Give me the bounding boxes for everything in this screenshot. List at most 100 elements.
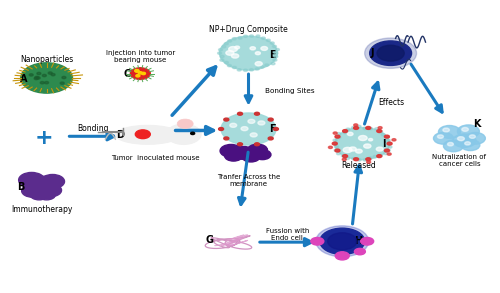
Circle shape: [364, 144, 371, 148]
Circle shape: [377, 155, 382, 158]
Circle shape: [438, 135, 444, 138]
Circle shape: [255, 62, 262, 66]
Circle shape: [222, 46, 226, 48]
Circle shape: [328, 146, 332, 149]
Circle shape: [342, 158, 346, 161]
Circle shape: [349, 147, 356, 151]
Circle shape: [221, 113, 276, 145]
Circle shape: [250, 35, 254, 37]
Circle shape: [136, 75, 140, 77]
Circle shape: [337, 136, 341, 139]
Circle shape: [381, 134, 385, 136]
Text: Released: Released: [342, 161, 376, 170]
Circle shape: [224, 61, 228, 64]
Circle shape: [354, 127, 358, 130]
Circle shape: [261, 47, 268, 50]
Circle shape: [378, 127, 382, 129]
Circle shape: [62, 76, 66, 79]
Circle shape: [166, 124, 201, 144]
Circle shape: [256, 52, 260, 55]
Circle shape: [387, 153, 391, 155]
Circle shape: [260, 66, 264, 68]
Circle shape: [244, 35, 248, 38]
Circle shape: [368, 127, 372, 130]
Circle shape: [374, 128, 378, 130]
Circle shape: [268, 118, 273, 121]
Text: H: H: [354, 236, 362, 246]
Circle shape: [461, 139, 480, 151]
Text: G: G: [205, 235, 213, 246]
Circle shape: [366, 158, 371, 161]
Circle shape: [36, 77, 40, 79]
Circle shape: [333, 139, 337, 142]
Circle shape: [377, 130, 382, 132]
Circle shape: [434, 132, 454, 144]
Circle shape: [22, 184, 44, 197]
Text: Immunotherapy: Immunotherapy: [11, 205, 72, 214]
Circle shape: [448, 142, 454, 146]
Circle shape: [272, 45, 276, 47]
Circle shape: [376, 147, 383, 151]
Circle shape: [363, 127, 367, 130]
Circle shape: [335, 135, 340, 138]
Circle shape: [220, 144, 242, 157]
Circle shape: [343, 147, 352, 153]
Circle shape: [220, 55, 224, 58]
Circle shape: [443, 128, 450, 132]
Circle shape: [354, 158, 358, 161]
Circle shape: [256, 35, 260, 37]
Circle shape: [360, 238, 374, 245]
Circle shape: [48, 72, 52, 74]
Text: Bonding: Bonding: [78, 124, 109, 133]
Circle shape: [34, 77, 38, 80]
Circle shape: [254, 150, 271, 160]
Circle shape: [384, 152, 388, 155]
Circle shape: [35, 76, 39, 79]
Circle shape: [230, 123, 236, 127]
Text: NP+Drug Composite: NP+Drug Composite: [209, 25, 288, 34]
Circle shape: [40, 175, 64, 188]
Circle shape: [444, 140, 464, 152]
Circle shape: [274, 52, 278, 54]
Circle shape: [190, 132, 194, 134]
Circle shape: [335, 149, 340, 152]
Circle shape: [386, 136, 390, 138]
Circle shape: [135, 69, 139, 72]
Text: Tranfer Across the
membrane: Tranfer Across the membrane: [217, 173, 280, 187]
Text: I: I: [382, 139, 386, 149]
Circle shape: [368, 157, 372, 159]
Circle shape: [60, 82, 64, 84]
Circle shape: [348, 132, 353, 136]
Circle shape: [373, 155, 377, 158]
Circle shape: [378, 154, 382, 157]
Circle shape: [254, 143, 260, 146]
Circle shape: [466, 132, 485, 144]
Circle shape: [224, 118, 229, 121]
Circle shape: [387, 142, 392, 145]
Circle shape: [336, 152, 340, 155]
Circle shape: [234, 46, 240, 49]
Circle shape: [364, 38, 416, 68]
Circle shape: [336, 252, 349, 260]
Circle shape: [29, 74, 33, 76]
Circle shape: [228, 40, 232, 42]
Circle shape: [366, 161, 370, 163]
Text: E: E: [269, 50, 276, 60]
Circle shape: [346, 157, 350, 159]
Circle shape: [224, 42, 228, 45]
Circle shape: [386, 149, 390, 151]
Circle shape: [38, 189, 56, 200]
Circle shape: [177, 119, 193, 128]
Circle shape: [37, 72, 41, 75]
Text: Tumor  inoculated mouse: Tumor inoculated mouse: [111, 155, 200, 161]
Circle shape: [464, 142, 470, 145]
Circle shape: [368, 139, 372, 141]
Text: K: K: [474, 119, 481, 129]
Circle shape: [232, 146, 254, 159]
Circle shape: [138, 72, 142, 74]
Circle shape: [377, 45, 404, 61]
Circle shape: [270, 42, 274, 44]
Circle shape: [237, 69, 241, 71]
Text: Bonding Sites: Bonding Sites: [265, 88, 314, 93]
Circle shape: [342, 130, 347, 132]
